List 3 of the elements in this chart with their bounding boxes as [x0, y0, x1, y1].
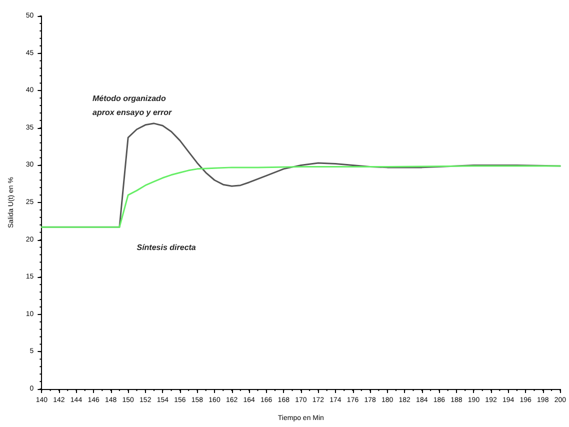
text: Síntesis directa: [136, 242, 196, 252]
series-label: Método organizado aprox ensayo y error: [92, 94, 173, 118]
line-series: [40, 165, 561, 228]
